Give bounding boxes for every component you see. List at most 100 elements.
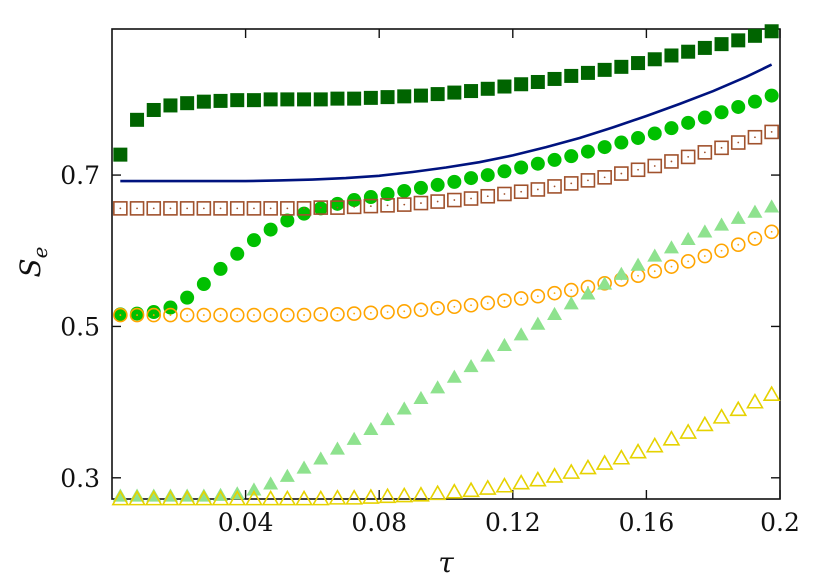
data-point [113, 307, 128, 323]
data-point [129, 201, 145, 216]
data-point [697, 40, 712, 55]
data-point [731, 33, 746, 48]
data-point-dot [319, 313, 322, 316]
data-point [363, 190, 378, 205]
data-point [697, 224, 713, 238]
data-point [397, 89, 412, 104]
data-point [462, 481, 480, 498]
data-point [681, 115, 696, 130]
data-point [631, 130, 646, 145]
series-light-green-filled-triangles [112, 199, 780, 502]
data-point-dot [486, 302, 489, 304]
data-point [113, 147, 128, 162]
data-point-dot [436, 307, 439, 310]
data-point [714, 217, 730, 231]
data-point [263, 222, 278, 237]
data-point-dot [353, 205, 356, 208]
data-point [480, 81, 495, 96]
data-point [245, 489, 263, 506]
y-axis-label: S [14, 258, 47, 277]
data-point [196, 307, 212, 323]
x-tick-label: 0.2 [760, 508, 800, 537]
data-point [463, 297, 479, 313]
data-point [497, 186, 512, 202]
data-point-dot [420, 308, 422, 311]
data-point [464, 84, 479, 99]
data-point [731, 99, 746, 114]
data-point-dot [303, 207, 305, 210]
ticks-layer: 0.04 0.08 0.12 0.16 0.2 0.3 0.5 0.7 [60, 29, 800, 537]
data-point [246, 93, 261, 108]
data-point-dot [536, 188, 539, 191]
data-point [313, 451, 329, 465]
data-point [395, 486, 414, 503]
data-point [130, 112, 145, 127]
data-point [213, 487, 229, 501]
data-point [764, 88, 779, 103]
data-point-dot [169, 207, 172, 210]
data-point [545, 467, 564, 483]
data-point [662, 430, 681, 446]
data-point-dot [737, 243, 740, 246]
data-point [113, 201, 128, 216]
data-point [396, 197, 412, 212]
data-point [280, 307, 295, 323]
data-point [680, 254, 696, 269]
data-point [430, 177, 445, 192]
data-point [730, 237, 746, 253]
data-point [180, 96, 195, 111]
data-point [597, 140, 612, 155]
data-point [161, 489, 180, 506]
data-point [747, 94, 762, 109]
data-point [664, 154, 679, 169]
data-point [480, 295, 496, 311]
series-dark-green-filled-squares [113, 24, 779, 162]
data-point-dot [236, 207, 239, 210]
data-point [297, 206, 312, 221]
data-point [263, 476, 279, 490]
data-point-dot [136, 314, 138, 316]
data-point [396, 304, 412, 319]
data-point [163, 307, 178, 323]
data-point-dot [319, 206, 322, 209]
data-point-dot [737, 141, 740, 144]
data-point [729, 400, 748, 417]
data-point [480, 168, 495, 183]
data-point [530, 288, 546, 304]
data-point-dot [670, 265, 673, 268]
data-point [597, 170, 612, 185]
data-point [664, 48, 679, 63]
data-point-dot [303, 314, 305, 316]
data-point [146, 305, 161, 320]
data-point-dot [119, 207, 122, 210]
data-point [447, 192, 462, 208]
data-point [497, 79, 512, 94]
data-point [645, 436, 664, 453]
data-point-dot [219, 207, 222, 210]
data-point [513, 184, 529, 200]
data-point-dot [152, 207, 155, 210]
data-point [380, 412, 396, 426]
data-point-dot [169, 314, 172, 316]
data-point [680, 231, 696, 246]
data-point [447, 174, 462, 189]
data-point [664, 121, 679, 136]
data-point-dot [503, 299, 506, 302]
data-point-dot [269, 207, 272, 210]
data-point-dot [253, 314, 255, 316]
data-point [413, 180, 428, 195]
data-point [564, 149, 579, 164]
data-point [329, 441, 345, 455]
data-point [764, 224, 779, 240]
data-point [430, 300, 445, 316]
data-point [747, 204, 763, 218]
data-point-dot [520, 190, 523, 193]
data-point [647, 263, 663, 279]
data-point [163, 98, 178, 113]
data-point-dot [570, 182, 573, 185]
series-brown-open-squares [113, 124, 779, 216]
data-point-dot [202, 207, 205, 210]
data-point-dot [286, 314, 289, 316]
data-point-dot [553, 185, 556, 188]
